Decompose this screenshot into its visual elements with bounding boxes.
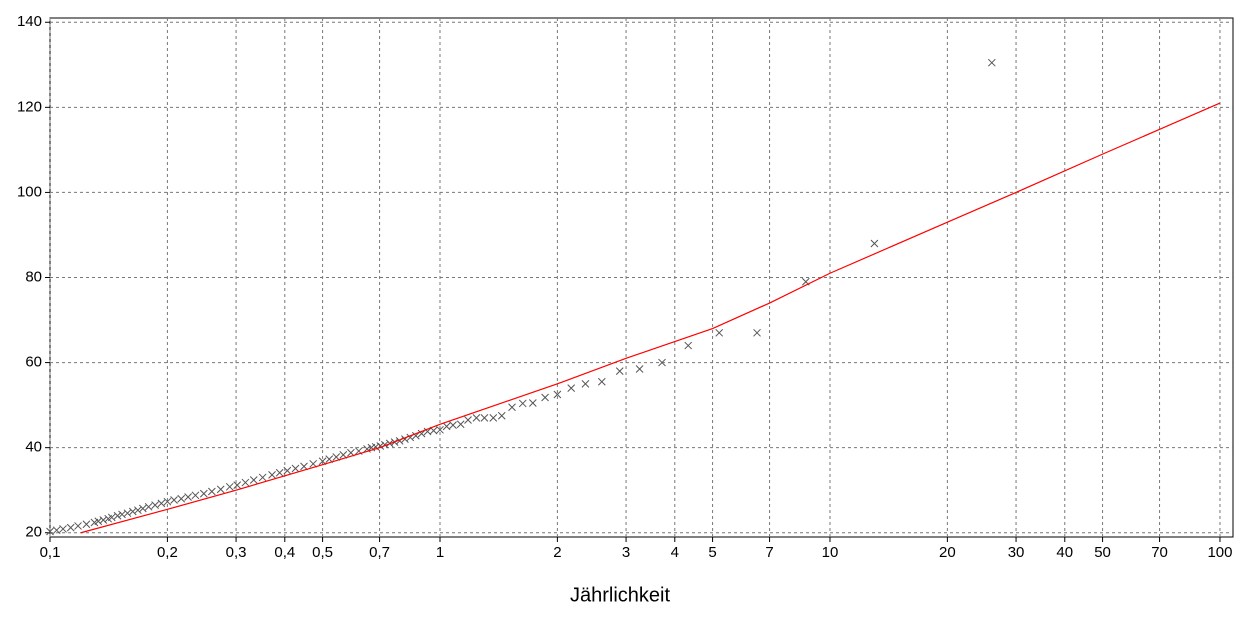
- data-point: [581, 379, 590, 388]
- data-point: [90, 518, 99, 527]
- x-tick-label: 20: [939, 544, 956, 561]
- x-tick-label: 100: [1207, 544, 1232, 561]
- y-tick-label: 20: [25, 524, 42, 541]
- data-point: [66, 523, 75, 532]
- data-point: [423, 427, 432, 436]
- data-point: [497, 411, 506, 420]
- data-point: [138, 504, 147, 513]
- data-point: [870, 239, 879, 248]
- data-point: [291, 464, 300, 473]
- data-point: [177, 494, 186, 503]
- data-point: [163, 497, 172, 506]
- data-point: [275, 468, 284, 477]
- x-tick-label: 4: [671, 544, 679, 561]
- data-point: [99, 516, 108, 524]
- x-axis-label: Jährlichkeit: [570, 584, 670, 606]
- y-tick-label: 140: [17, 13, 42, 30]
- x-tick-label: 0,5: [312, 544, 333, 561]
- x-tick-label: 0,7: [369, 544, 390, 561]
- y-tick-label: 40: [25, 439, 42, 456]
- x-tick-label: 50: [1094, 544, 1111, 561]
- data-point: [684, 341, 693, 350]
- x-tick-label: 40: [1056, 544, 1073, 561]
- x-tick-label: 0,2: [157, 544, 178, 561]
- data-point: [528, 399, 537, 407]
- data-point: [191, 491, 200, 500]
- data-point: [82, 520, 91, 529]
- data-point: [170, 496, 178, 504]
- data-point: [658, 358, 666, 367]
- data-point: [449, 421, 457, 429]
- data-point: [225, 482, 234, 491]
- data-point: [241, 478, 250, 487]
- data-point: [118, 510, 126, 519]
- data-point: [134, 506, 142, 515]
- data-point: [464, 416, 472, 424]
- y-tick-label: 80: [25, 268, 42, 285]
- data-point: [300, 462, 308, 471]
- data-point: [144, 502, 153, 511]
- data-point: [987, 58, 996, 67]
- x-tick-label: 1: [436, 544, 444, 561]
- data-point: [553, 390, 562, 399]
- data-point: [258, 473, 267, 482]
- data-point: [436, 425, 444, 434]
- data-point: [216, 485, 225, 494]
- plot-frame: [49, 17, 1234, 538]
- data-point: [233, 481, 242, 489]
- data-point: [442, 422, 451, 431]
- data-point: [184, 493, 192, 501]
- data-point: [472, 414, 481, 422]
- x-tick-label: 2: [553, 544, 561, 561]
- y-tick-label: 100: [17, 183, 42, 200]
- data-point: [123, 509, 132, 518]
- data-point: [104, 514, 113, 523]
- data-point: [597, 377, 606, 386]
- data-point: [456, 420, 465, 429]
- x-tick-label: 3: [622, 544, 630, 561]
- x-tick-label: 0,3: [226, 544, 247, 561]
- data-point: [615, 367, 624, 375]
- data-point: [480, 414, 489, 422]
- y-tick-label: 60: [25, 354, 42, 371]
- data-point: [518, 399, 527, 408]
- y-tick-label: 120: [17, 98, 42, 115]
- data-point: [207, 487, 216, 496]
- data-point: [508, 403, 516, 412]
- data-point: [541, 393, 549, 402]
- data-point: [113, 511, 122, 520]
- data-point: [268, 471, 276, 479]
- x-tick-label: 10: [822, 544, 839, 561]
- fit-line: [80, 102, 1221, 534]
- data-point: [199, 489, 208, 498]
- data-point: [283, 466, 292, 475]
- data-point: [567, 384, 576, 392]
- data-point: [249, 476, 258, 484]
- data-point: [59, 525, 67, 533]
- x-tick-label: 5: [708, 544, 716, 561]
- data-point: [128, 507, 137, 516]
- data-point: [715, 328, 724, 337]
- data-point: [52, 526, 61, 535]
- x-tick-label: 30: [1008, 544, 1025, 561]
- x-tick-label: 0,1: [40, 544, 61, 561]
- x-tick-label: 7: [765, 544, 773, 561]
- data-point: [753, 328, 761, 337]
- x-tick-label: 0,4: [274, 544, 295, 561]
- data-point: [489, 414, 498, 422]
- data-point: [151, 501, 159, 509]
- data-point: [411, 431, 420, 440]
- data-point: [74, 522, 82, 530]
- data-point: [46, 527, 54, 536]
- data-point: [417, 429, 426, 438]
- data-point: [157, 499, 166, 508]
- data-point: [635, 365, 644, 373]
- x-tick-label: 70: [1151, 544, 1168, 561]
